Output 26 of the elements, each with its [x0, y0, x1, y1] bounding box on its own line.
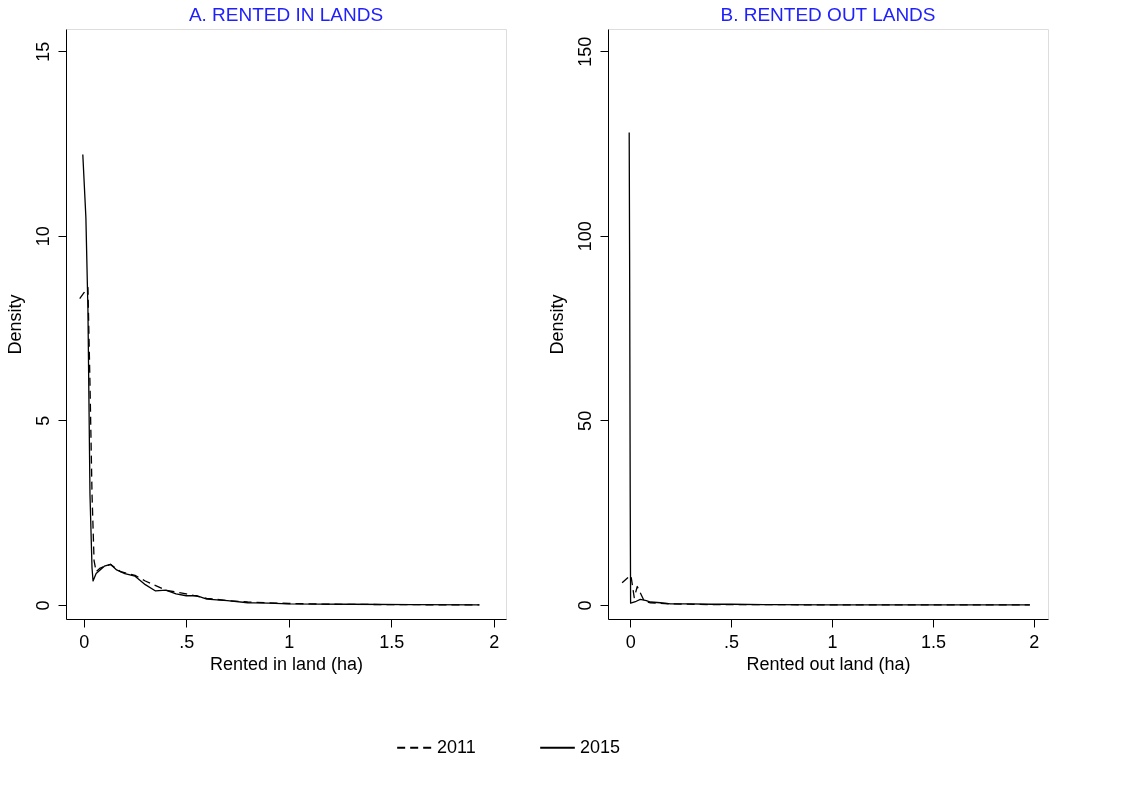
y-tick-label: 50	[574, 410, 595, 431]
x-tick-label: 1.5	[920, 631, 946, 652]
x-tick-label: 0	[79, 631, 90, 652]
y-tick-label: 100	[574, 221, 595, 252]
y-tick-label: 0	[574, 600, 595, 611]
x-tick-label: 0	[625, 631, 636, 652]
x-tick-label: 1.5	[379, 631, 405, 652]
x-tick-label: 2	[1029, 631, 1040, 652]
x-tick-label: 2	[489, 631, 500, 652]
y-tick-label: 5	[32, 415, 53, 426]
y-tick-label: 15	[32, 41, 53, 62]
y-tick-label: 10	[32, 226, 53, 247]
x-axis-title: Rented out land (ha)	[746, 653, 911, 674]
x-axis-title: Rented in land (ha)	[209, 653, 364, 674]
y-tick-label: 0	[32, 600, 53, 611]
x-tick-label: 1	[827, 631, 838, 652]
y-axis-title: Density	[546, 294, 567, 355]
y-tick-label: 150	[574, 36, 595, 67]
chart-title: B. RENTED OUT LANDS	[720, 4, 936, 25]
y-axis-title: Density	[4, 294, 25, 355]
x-tick-label: .5	[179, 631, 195, 652]
x-tick-label: .5	[724, 631, 740, 652]
legend-label: 2011	[437, 736, 476, 757]
x-tick-label: 1	[284, 631, 295, 652]
chart-title: A. RENTED IN LANDS	[188, 4, 384, 25]
legend-label: 2015	[580, 736, 621, 757]
